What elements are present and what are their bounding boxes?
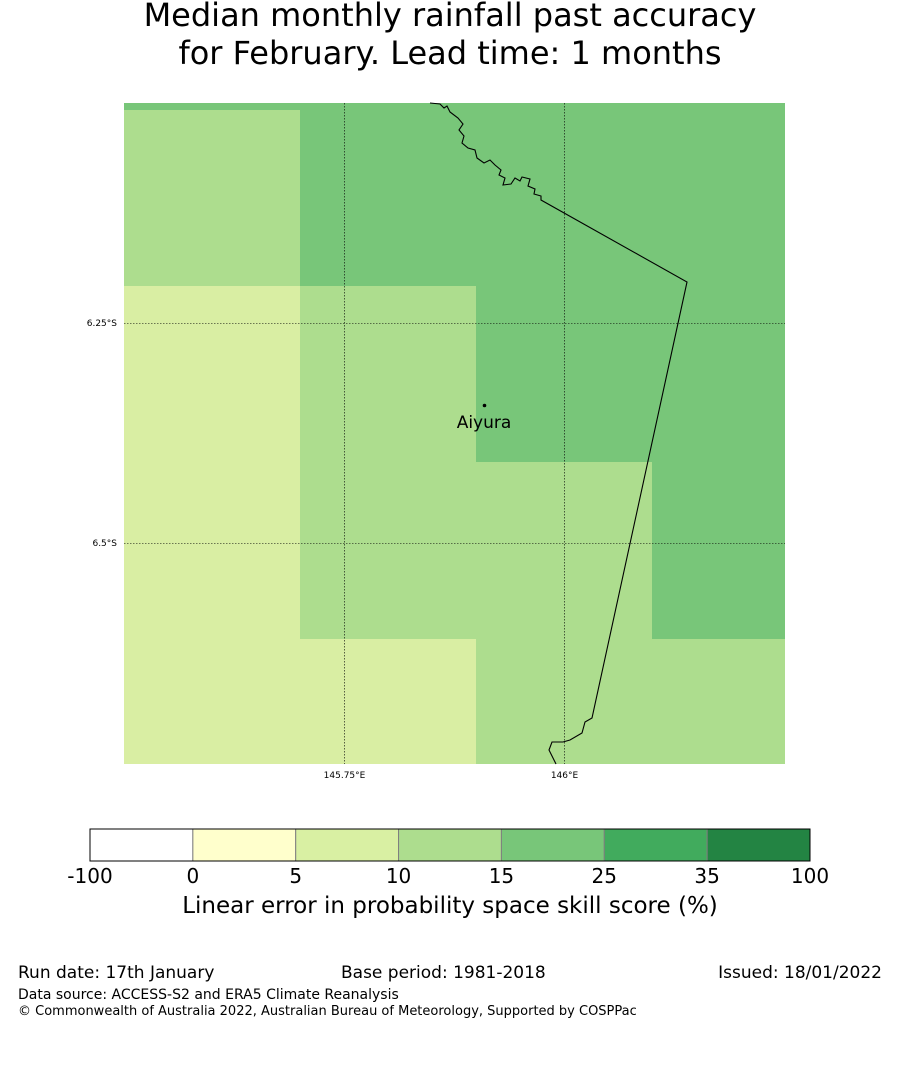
lat-label-6-25: 6.25°S bbox=[87, 319, 118, 329]
colorbar-tick-label: 10 bbox=[385, 864, 412, 888]
graticule bbox=[124, 103, 785, 764]
issued-date: Issued: 18/01/2022 bbox=[718, 963, 882, 983]
colorbar-segment bbox=[192, 828, 297, 862]
grid-cell bbox=[476, 462, 652, 764]
colorbar-segment bbox=[603, 828, 708, 862]
lon-label-146: 146°E bbox=[551, 771, 579, 781]
base-period: Base period: 1981-2018 bbox=[341, 963, 546, 983]
colorbar-tick-label: 100 bbox=[790, 864, 830, 888]
colorbar-tick-label: 5 bbox=[289, 864, 303, 888]
colorbar bbox=[89, 828, 811, 862]
colorbar-segment bbox=[295, 828, 400, 862]
skill-grid bbox=[124, 103, 785, 764]
colorbar-tick-label: 0 bbox=[186, 864, 200, 888]
data-source: Data source: ACCESS-S2 and ERA5 Climate … bbox=[18, 987, 399, 1003]
lat-label-6-5: 6.5°S bbox=[92, 539, 117, 549]
grid-cell bbox=[652, 639, 785, 764]
colorbar-outline bbox=[89, 828, 811, 862]
location-marker-dot bbox=[482, 403, 487, 408]
grid-cell bbox=[124, 110, 300, 286]
grid-cell bbox=[124, 286, 300, 764]
colorbar-tick-label: 15 bbox=[488, 864, 515, 888]
colorbar-segment bbox=[398, 828, 502, 862]
colorbar-label: Linear error in probability space skill … bbox=[182, 893, 718, 919]
colorbar-segment bbox=[89, 828, 194, 862]
location-label: Aiyura bbox=[457, 413, 512, 433]
colorbar-tick-label: -100 bbox=[67, 864, 113, 888]
colorbar-segment bbox=[706, 828, 811, 862]
grid-cell bbox=[300, 639, 476, 764]
grid-cell bbox=[300, 286, 476, 639]
colorbar-tick-label: 35 bbox=[694, 864, 720, 888]
colorbar-tick-label: 25 bbox=[591, 864, 618, 888]
copyright: © Commonwealth of Australia 2022, Austra… bbox=[18, 1004, 637, 1019]
run-date: Run date: 17th January bbox=[18, 963, 215, 983]
map-title-line-1: Median monthly rainfall past accuracy bbox=[143, 0, 757, 34]
coastline bbox=[429, 102, 688, 765]
map-title-line-2: for February. Lead time: 1 months bbox=[178, 34, 722, 72]
skill-map: Aiyura 6.25°S 6.5°S 145.75°E 146°E bbox=[87, 102, 785, 781]
lon-label-145-75: 145.75°E bbox=[324, 771, 366, 781]
colorbar-segment bbox=[500, 828, 605, 862]
